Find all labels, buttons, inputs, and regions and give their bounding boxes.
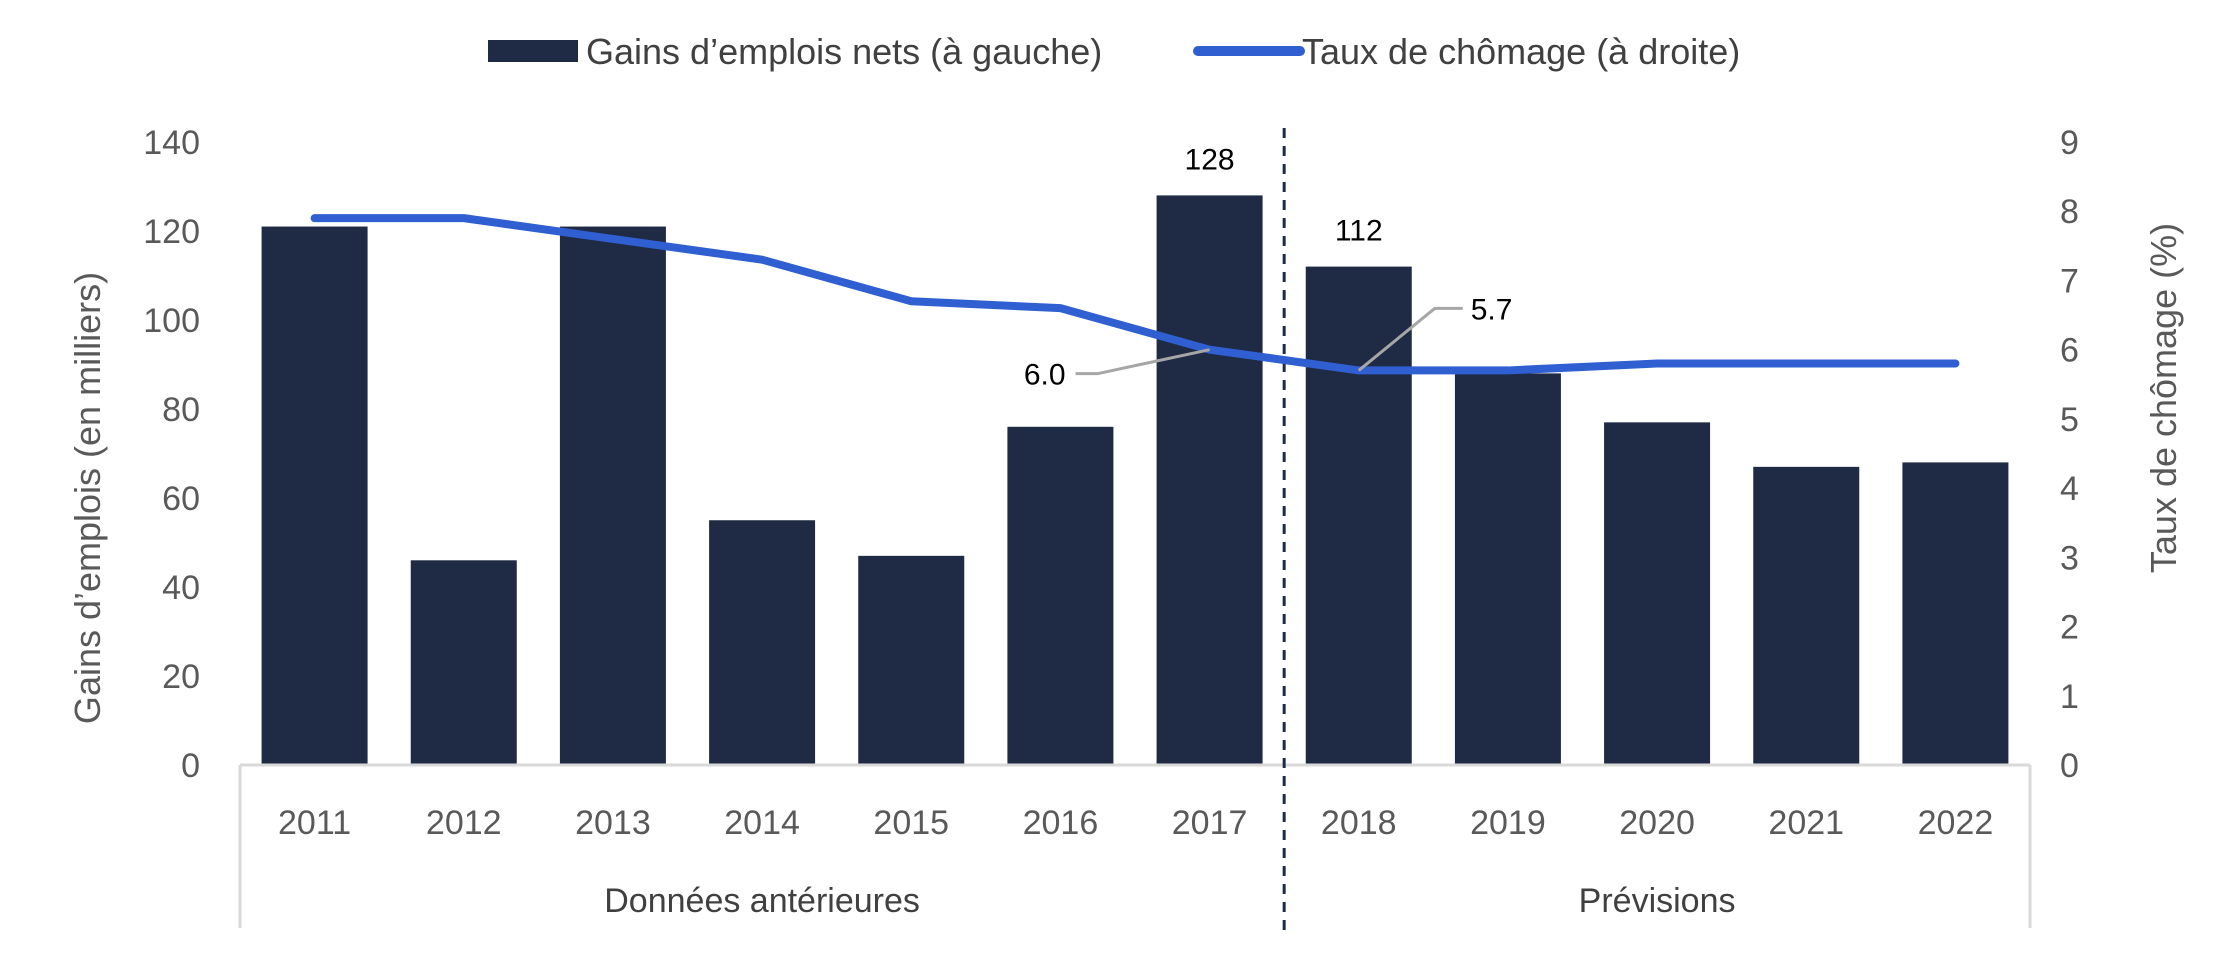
right-tick-label: 5 xyxy=(2060,401,2079,439)
bar-2015 xyxy=(858,555,965,765)
category-label-2021: 2021 xyxy=(1768,804,1844,842)
bar-2022 xyxy=(1902,462,2009,765)
right-tick-label: 9 xyxy=(2060,124,2079,162)
line-series xyxy=(310,214,1960,375)
bar-2017 xyxy=(1156,195,1263,765)
bar-2011 xyxy=(261,226,368,766)
category-label-2019: 2019 xyxy=(1470,804,1546,842)
right-tick-label: 8 xyxy=(2060,193,2079,231)
category-axis xyxy=(238,763,2032,928)
bar-2019 xyxy=(1454,373,1561,765)
left-tick-label: 80 xyxy=(162,391,200,429)
legend: Gains d’emplois nets (à gauche) Taux de … xyxy=(488,31,1740,72)
bar-2021 xyxy=(1753,466,1860,765)
legend-swatch-bars xyxy=(488,40,578,62)
category-label-2020: 2020 xyxy=(1619,804,1695,842)
left-tick-label: 0 xyxy=(181,747,200,785)
bar-series xyxy=(261,195,2009,766)
bar-2020 xyxy=(1604,422,1711,765)
bar-2013 xyxy=(559,226,666,766)
left-tick-label: 40 xyxy=(162,569,200,607)
line-data-label-2018: 5.7 xyxy=(1471,293,1513,326)
category-label-2012: 2012 xyxy=(426,804,502,842)
left-tick-label: 20 xyxy=(162,658,200,696)
line-data-label-2017: 6.0 xyxy=(1024,359,1066,392)
bar-2014 xyxy=(709,520,816,765)
leader-line-2017 xyxy=(1075,348,1210,376)
category-label-2018: 2018 xyxy=(1321,804,1397,842)
bar-2012 xyxy=(410,560,517,765)
group-labels: Données antérieures Prévisions xyxy=(604,882,1735,920)
bar-data-label-2017: 128 xyxy=(1185,143,1235,176)
bar-2016 xyxy=(1007,426,1114,765)
left-axis-ticks: 0 20 40 60 80 100 120 140 xyxy=(143,124,200,785)
left-tick-label: 100 xyxy=(143,302,200,340)
category-label-2013: 2013 xyxy=(575,804,651,842)
bar-2018 xyxy=(1305,266,1412,765)
category-labels: 2011 2012 2013 2014 2015 2016 2017 2018 2019 2020… xyxy=(278,804,1993,842)
bar-data-label-2018: 112 xyxy=(1335,215,1383,248)
category-label-2011: 2011 xyxy=(278,804,351,842)
leader-line-2018 xyxy=(1357,306,1463,372)
left-axis-title: Gains d’emplois (en milliers) xyxy=(67,272,108,724)
legend-label-line: Taux de chômage (à droite) xyxy=(1302,31,1740,72)
right-tick-label: 4 xyxy=(2060,470,2079,508)
data-labels: 128 112 6.0 5.7 xyxy=(1024,143,1513,391)
left-tick-label: 140 xyxy=(143,124,200,162)
left-tick-label: 120 xyxy=(143,213,200,251)
category-label-2015: 2015 xyxy=(873,804,949,842)
legend-label-bars: Gains d’emplois nets (à gauche) xyxy=(586,31,1102,72)
right-tick-label: 6 xyxy=(2060,332,2079,370)
right-axis-ticks: 0 1 2 3 4 5 6 7 8 9 xyxy=(2060,124,2079,785)
category-label-2017: 2017 xyxy=(1172,804,1248,842)
category-label-2014: 2014 xyxy=(724,804,800,842)
unemployment-line xyxy=(310,214,1960,375)
right-axis-title: Taux de chômage (%) xyxy=(2143,223,2184,573)
right-tick-label: 3 xyxy=(2060,539,2079,577)
category-label-2022: 2022 xyxy=(1918,804,1994,842)
category-label-2016: 2016 xyxy=(1023,804,1099,842)
group-label-1: Prévisions xyxy=(1579,882,1736,920)
left-tick-label: 60 xyxy=(162,480,200,518)
right-tick-label: 0 xyxy=(2060,747,2079,785)
right-tick-label: 7 xyxy=(2060,262,2079,300)
group-label-0: Données antérieures xyxy=(604,882,920,920)
right-tick-label: 2 xyxy=(2060,609,2079,647)
right-tick-label: 1 xyxy=(2060,678,2079,716)
